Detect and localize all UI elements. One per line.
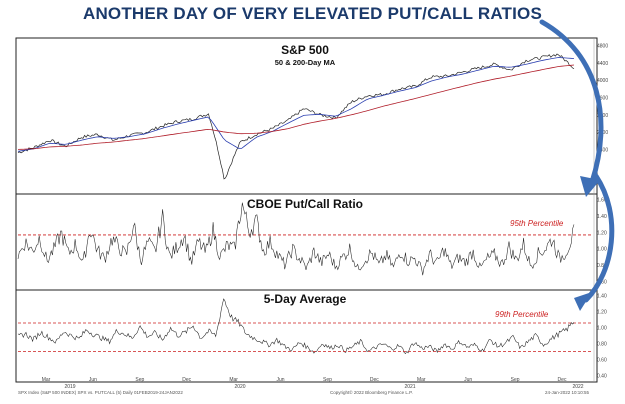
x-month-label: Sep xyxy=(135,377,144,383)
fiveday-tick-label: 0.40 xyxy=(597,374,607,380)
x-month-label: Jun xyxy=(464,377,472,383)
x-month-label: Mar xyxy=(417,377,426,383)
x-year-label: 2021 xyxy=(404,384,415,390)
footer-center: Copyright© 2022 Bloomberg Finance L.P. xyxy=(330,389,413,395)
x-month-label: Jun xyxy=(89,377,97,383)
x-month-label: Jun xyxy=(277,377,285,383)
putcall-title: CBOE Put/Call Ratio xyxy=(247,197,363,211)
headline: ANOTHER DAY OF VERY ELEVATED PUT/CALL RA… xyxy=(82,4,543,23)
panel-sp500-frame xyxy=(15,37,598,195)
putcall-tick-label: 1.20 xyxy=(597,230,607,236)
x-month-label: Mar xyxy=(229,377,238,383)
sp500-subtitle: 50 & 200-Day MA xyxy=(275,58,336,67)
sp500-tick-label: 4400 xyxy=(597,61,608,67)
fiveday-tick-label: 0.80 xyxy=(597,342,607,348)
x-year-label: 2022 xyxy=(572,384,583,390)
footer-right: 24-Jan-2022 10:10:55 xyxy=(545,390,590,395)
fiveday-tick-label: 0.60 xyxy=(597,358,607,364)
x-month-label: Sep xyxy=(511,377,520,383)
fiveday-series-group xyxy=(17,298,592,355)
putcall-tick-label: 1.00 xyxy=(597,247,607,253)
arrow-to-putcall xyxy=(539,19,604,197)
x-year-label: 2019 xyxy=(64,384,75,390)
sp500-tick-label: 4000 xyxy=(597,78,608,84)
sp500-tick-label: 2400 xyxy=(597,148,608,154)
putcall-tick-label: 1.40 xyxy=(597,214,607,220)
putcall-series-group xyxy=(17,202,592,276)
x-month-label: Dec xyxy=(558,377,567,383)
putcall-line xyxy=(17,202,575,276)
fiveday-threshold-label: 99th Percentile xyxy=(495,310,549,319)
putcall-threshold-label: 95th Percentile xyxy=(510,219,564,228)
footer-left: SPX Index (S&P 500 INDEX) SPX vs. PUTCAL… xyxy=(18,390,183,395)
sp500-tick-label: 3600 xyxy=(597,96,608,102)
x-year-label: 2020 xyxy=(234,384,245,390)
fiveday-tick-label: 1.00 xyxy=(597,326,607,332)
fiveday-title: 5-Day Average xyxy=(264,292,347,306)
putcall-tick-label: 1.60 xyxy=(597,198,607,204)
sp500-ma200-line xyxy=(17,64,575,150)
putcall-tick-label: 0.80 xyxy=(597,263,607,269)
x-month-label: Sep xyxy=(323,377,332,383)
sp500-title: S&P 500 xyxy=(281,43,329,57)
x-month-label: Dec xyxy=(370,377,379,383)
x-month-label: Mar xyxy=(42,377,51,383)
fiveday-tick-label: 1.40 xyxy=(597,294,607,300)
fiveday-tick-label: 1.20 xyxy=(597,310,607,316)
sp500-tick-label: 4800 xyxy=(597,44,608,50)
x-axis-labels-group: Mar Jun Sep Dec Mar Jun Sep Dec Mar Jun Sep Dec 2019… xyxy=(42,377,584,390)
x-month-label: Dec xyxy=(182,377,191,383)
sp500-series-group xyxy=(17,53,575,180)
arrow-to-5day xyxy=(574,173,615,311)
fiveday-line xyxy=(17,298,575,355)
sp500-ma50-line xyxy=(17,57,575,152)
putcall-tick-label: 0.60 xyxy=(597,280,607,286)
